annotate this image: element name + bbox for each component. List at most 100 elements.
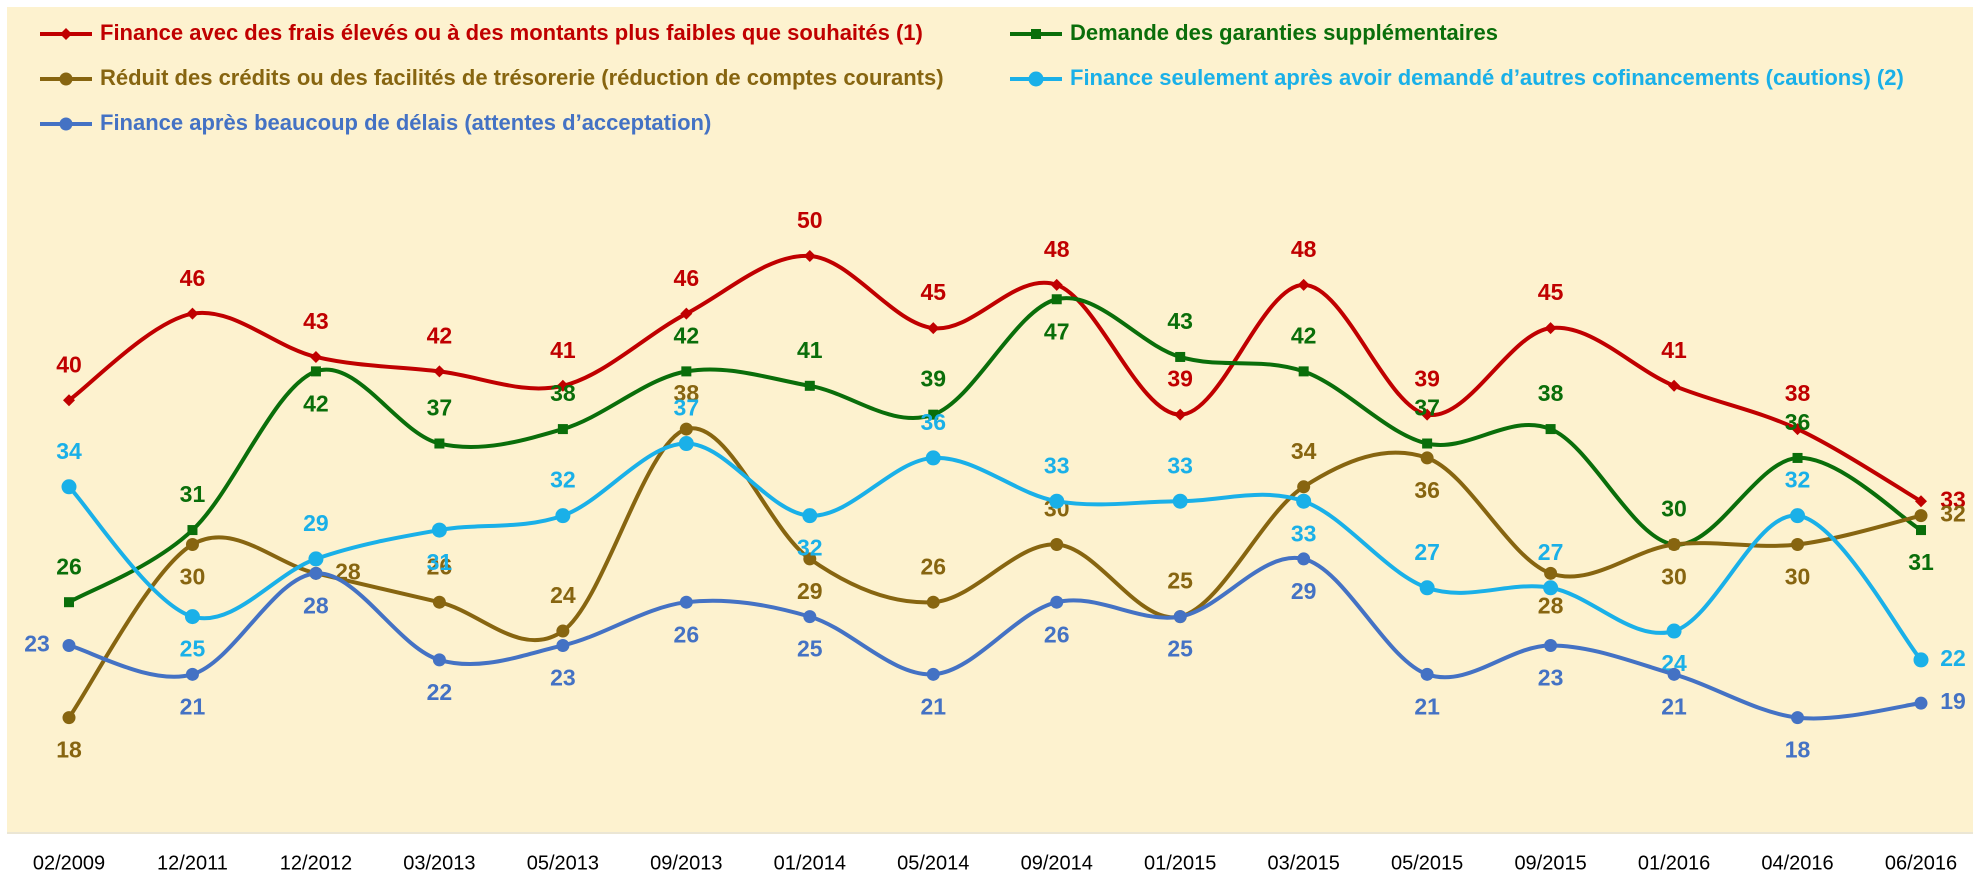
legend-label: Finance seulement après avoir demandé d’…	[1070, 65, 1904, 90]
data-label: 23	[550, 665, 576, 691]
x-tick-label: 02/2009	[33, 852, 105, 874]
marker	[309, 350, 322, 363]
data-label: 30	[1661, 496, 1687, 522]
marker	[59, 117, 73, 131]
legend-label: Finance après beaucoup de délais (attent…	[100, 110, 711, 135]
data-label: 33	[1167, 452, 1193, 478]
marker	[1175, 351, 1186, 362]
data-label: 42	[674, 322, 700, 348]
x-tick-label: 05/2013	[527, 852, 599, 874]
marker	[1297, 278, 1310, 291]
marker	[432, 595, 446, 609]
marker	[803, 249, 816, 262]
data-label: 47	[1044, 318, 1070, 344]
marker	[310, 366, 321, 377]
data-label: 41	[550, 337, 576, 363]
marker	[678, 436, 694, 452]
marker	[1545, 424, 1556, 435]
data-label: 43	[303, 308, 329, 334]
marker	[1172, 493, 1188, 509]
data-label: 28	[303, 592, 329, 618]
data-label: 33	[1291, 520, 1317, 546]
marker	[187, 525, 198, 536]
data-label: 28	[1538, 592, 1564, 618]
marker	[1544, 638, 1558, 652]
marker	[1792, 452, 1803, 463]
data-label: 42	[1291, 322, 1317, 348]
marker	[1298, 366, 1309, 377]
data-label: 45	[1538, 279, 1564, 305]
data-label: 27	[1538, 539, 1564, 565]
marker	[1668, 379, 1681, 392]
series-line	[67, 426, 1922, 719]
data-label: 22	[427, 679, 453, 705]
data-label: 48	[1291, 236, 1317, 262]
marker	[1914, 509, 1928, 523]
marker	[1050, 537, 1064, 551]
marker	[679, 595, 693, 609]
data-label: 19	[1940, 688, 1966, 714]
data-label: 27	[1414, 539, 1440, 565]
x-tick-label: 05/2015	[1391, 852, 1463, 874]
marker	[186, 307, 199, 320]
marker	[556, 379, 569, 392]
marker	[1790, 508, 1806, 524]
marker	[1050, 278, 1063, 291]
data-label: 21	[1661, 693, 1687, 719]
x-tick-label: 05/2014	[897, 852, 969, 874]
marker	[555, 508, 571, 524]
legend-label: Réduit des crédits ou des facilités de t…	[100, 65, 944, 90]
x-tick-label: 09/2015	[1514, 852, 1586, 874]
data-label: 21	[180, 693, 206, 719]
data-label: 25	[180, 636, 206, 662]
data-label: 21	[1414, 693, 1440, 719]
data-label: 39	[1167, 366, 1193, 392]
data-label: 18	[56, 737, 82, 763]
marker	[1296, 493, 1312, 509]
marker	[1667, 537, 1681, 551]
marker	[432, 653, 446, 667]
marker	[556, 638, 570, 652]
marker	[925, 450, 941, 466]
x-tick-label: 01/2015	[1144, 852, 1216, 874]
data-label: 38	[1538, 380, 1564, 406]
x-tick-label: 03/2013	[403, 852, 475, 874]
data-label: 37	[1414, 395, 1440, 421]
data-label: 33	[1044, 452, 1070, 478]
marker	[61, 479, 77, 495]
series-line	[67, 253, 1923, 503]
data-label: 39	[1414, 366, 1440, 392]
marker	[681, 366, 692, 377]
marker	[184, 609, 200, 625]
x-tick-label: 01/2016	[1638, 852, 1710, 874]
data-label: 26	[1044, 621, 1070, 647]
data-label: 46	[180, 265, 206, 291]
x-tick-label: 09/2014	[1021, 852, 1093, 874]
data-label: 34	[1291, 438, 1317, 464]
marker	[1031, 29, 1041, 39]
x-tick-label: 09/2013	[650, 852, 722, 874]
series-line	[67, 441, 1923, 662]
marker	[1791, 537, 1805, 551]
marker	[1028, 71, 1044, 87]
data-label: 25	[1167, 568, 1193, 594]
data-label: 37	[674, 395, 700, 421]
data-label: 36	[1785, 409, 1811, 435]
marker	[1666, 623, 1682, 639]
marker	[1174, 408, 1187, 421]
data-label: 40	[56, 351, 82, 377]
data-label: 31	[180, 481, 206, 507]
legend-label: Demande des garanties supplémentaires	[1070, 20, 1498, 45]
marker	[59, 72, 73, 86]
data-label: 39	[920, 366, 946, 392]
data-label: 26	[427, 553, 453, 579]
series-line	[68, 555, 1922, 721]
data-label: 36	[920, 409, 946, 435]
data-label: 29	[797, 578, 823, 604]
data-label: 33	[1940, 486, 1966, 512]
data-label: 30	[1785, 564, 1811, 590]
marker	[1791, 711, 1805, 725]
marker	[927, 322, 940, 335]
marker	[1544, 566, 1558, 580]
